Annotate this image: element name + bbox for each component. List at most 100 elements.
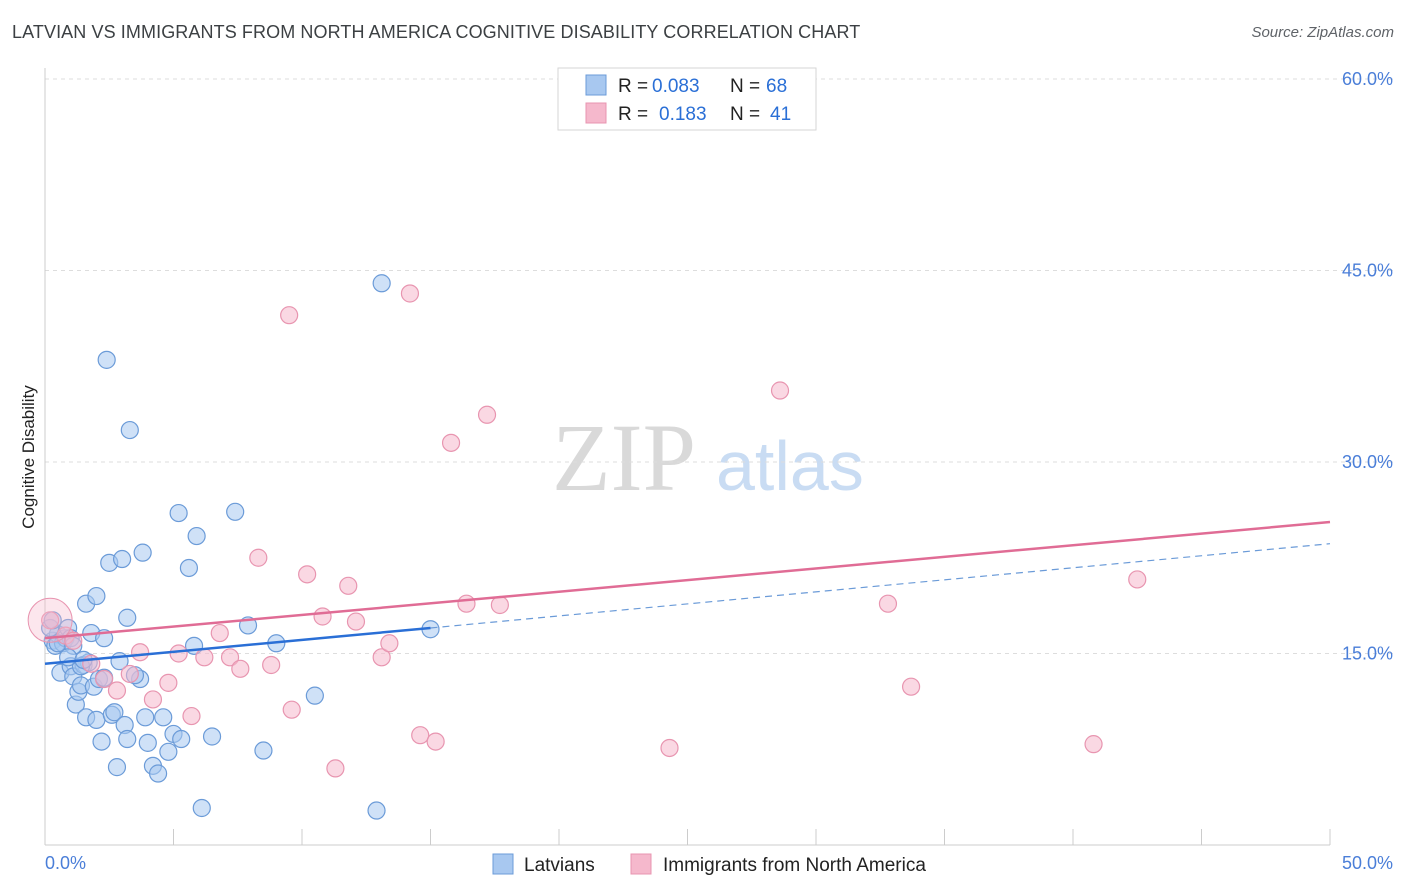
bottom-legend-latvians: Latvians: [524, 855, 595, 876]
latvians-point-19: [87, 586, 106, 606]
latvians-point-53: [254, 741, 273, 760]
immigrants-point-17: [262, 655, 281, 675]
latvians-point-40: [148, 764, 168, 783]
immigrants-point-5: [107, 681, 127, 700]
latvians-point-44: [169, 503, 188, 523]
immigrants-point-38: [901, 677, 921, 696]
latvians-point-24: [97, 350, 116, 369]
legend-swatch-latvians: [585, 74, 607, 96]
legend-swatch-immigrants: [585, 102, 607, 124]
chart-title: LATVIAN VS IMMIGRANTS FROM NORTH AMERICA…: [12, 22, 861, 42]
legend-n-value-1: 68: [766, 76, 787, 97]
immigrants-point-22: [326, 759, 345, 778]
legend-r-value-1: 0.083: [652, 76, 700, 97]
immigrants-point-18: [280, 306, 299, 325]
immigrants-point-0: [41, 611, 60, 630]
immigrants-point-12: [195, 648, 214, 667]
latvians-point-20: [87, 710, 106, 729]
y-tick-label-1: 30.0%: [1342, 452, 1393, 472]
immigrants-point-15: [231, 659, 250, 678]
latvians-point-42: [159, 742, 178, 761]
immigrants-points: [27, 95, 1147, 778]
immigrants-point-35: [660, 738, 679, 758]
immigrants-point-23: [339, 576, 358, 595]
bottom-legend-immigrants: Immigrants from North America: [663, 855, 926, 876]
latvians-trend-line: [44, 626, 431, 665]
y-tick-label-3: 60.0%: [1342, 69, 1393, 89]
latvians-point-38: [138, 733, 157, 752]
immigrants-point-26: [380, 634, 399, 653]
latvians-point-55: [305, 686, 324, 705]
immigrants-point-36: [770, 381, 790, 400]
immigrants-point-39: [1084, 735, 1103, 754]
immigrants-point-30: [441, 433, 461, 452]
x-ticks: [44, 829, 1331, 845]
latvians-point-46: [179, 558, 199, 578]
immigrants-point-32: [477, 405, 497, 424]
y-tick-label-0: 15.0%: [1342, 644, 1393, 664]
latvians-point-33: [118, 608, 137, 627]
stats-legend: R = 0.083 N = 68 R = 0.183 N = 41: [557, 67, 817, 131]
latvians-point-37: [136, 708, 155, 727]
immigrants-point-6: [120, 664, 139, 684]
latvians-point-51: [226, 502, 245, 521]
y-tick-labels: 15.0% 30.0% 45.0% 60.0%: [1342, 69, 1393, 664]
latvians-point-34: [120, 420, 139, 440]
immigrants-point-4: [95, 669, 114, 689]
immigrants-point-40: [1128, 570, 1147, 589]
immigrants-point-25: [372, 648, 391, 667]
immigrants-point-11: [182, 706, 201, 726]
immigrants-point-7: [130, 643, 150, 662]
legend-n-label-1: N =: [730, 76, 760, 97]
latvians-point-41: [154, 708, 173, 727]
immigrants-point-19: [282, 700, 301, 719]
bottom-legend-swatch-immigrants: [630, 853, 652, 875]
y-tick-label-2: 45.0%: [1342, 261, 1393, 281]
immigrants-point-24: [346, 612, 366, 631]
latvians-point-57: [372, 274, 391, 293]
bottom-legend-swatch-latvians: [492, 853, 514, 875]
latvians-point-50: [202, 727, 222, 746]
immigrants-trend-line: [44, 520, 1331, 640]
immigrants-point-9: [159, 673, 178, 692]
x-tick-label-max: 50.0%: [1342, 853, 1393, 873]
legend-r-label-1: R =: [618, 76, 648, 97]
immigrants-point-14: [220, 648, 240, 667]
grid: [45, 78, 1393, 654]
legend-r-label-2: R =: [618, 104, 648, 125]
latvians-points: [41, 274, 440, 820]
immigrants-point-21: [313, 607, 332, 626]
latvians-point-56: [367, 801, 386, 820]
latvians-point-32: [118, 729, 137, 749]
x-tick-label-min: 0.0%: [45, 853, 86, 873]
latvians-point-28: [107, 758, 127, 777]
latvians-point-27: [105, 703, 124, 722]
watermark-atlas: atlas: [716, 427, 864, 505]
legend-r-value-2: 0.183: [659, 104, 707, 125]
immigrants-point-29: [426, 732, 445, 751]
latvians-point-49: [192, 798, 211, 818]
source-note: Source: ZipAtlas.com: [1251, 24, 1394, 41]
legend-n-value-2: 41: [770, 104, 791, 125]
latvians-trend-extension: [430, 543, 1331, 629]
immigrants-point-20: [298, 565, 317, 584]
immigrants-point-10: [169, 644, 188, 663]
latvians-point-22: [92, 732, 111, 751]
legend-n-label-2: N =: [730, 104, 760, 125]
immigrants-point-37: [878, 594, 898, 613]
y-axis-label: Cognitive Disability: [19, 385, 38, 529]
immigrants-point-33: [490, 595, 509, 615]
watermark-zip: ZIP: [552, 404, 696, 511]
immigrants-point-31: [457, 594, 476, 613]
latvians-point-45: [172, 729, 191, 749]
immigrants-point-16: [249, 548, 268, 567]
latvians-point-48: [187, 526, 206, 546]
immigrants-cluster-bubble: [27, 597, 73, 643]
immigrants-point-13: [210, 623, 229, 643]
immigrants-point-27: [400, 284, 420, 303]
immigrants-point-28: [411, 726, 430, 745]
series-legend: Latvians Immigrants from North America: [492, 853, 926, 876]
latvians-point-36: [133, 543, 152, 562]
immigrants-point-8: [143, 690, 163, 709]
